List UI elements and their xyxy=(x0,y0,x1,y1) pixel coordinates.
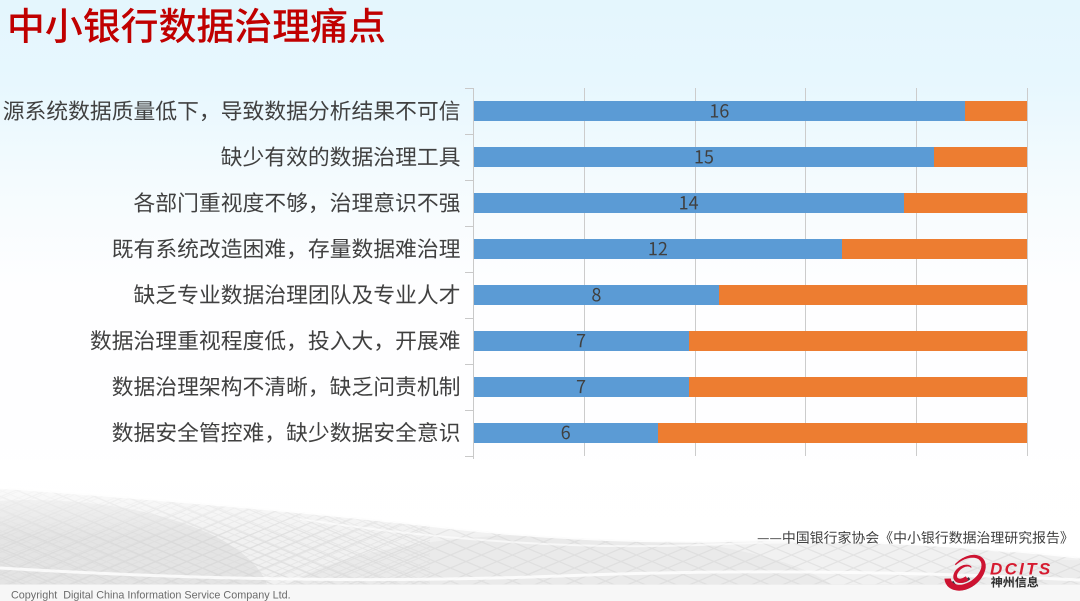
svg-text:Copyright Digital China Infor: Copyright Digital China Information Serv… xyxy=(11,589,291,601)
svg-text:DCITS: DCITS xyxy=(990,560,1053,579)
